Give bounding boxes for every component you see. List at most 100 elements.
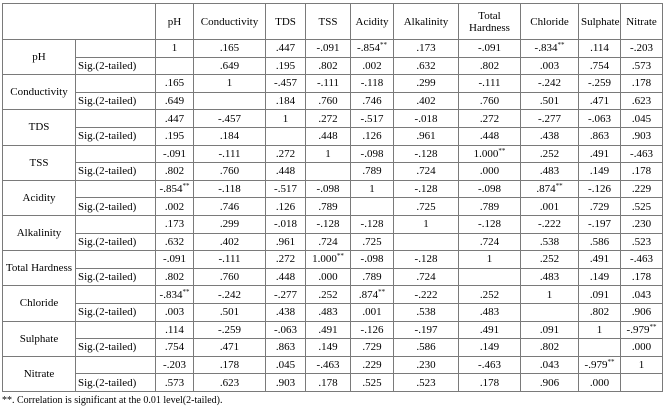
value-cell: -.128 bbox=[393, 144, 459, 164]
value-cell: .045 bbox=[620, 109, 663, 128]
value-cell: .149 bbox=[305, 338, 351, 357]
value-cell: -.197 bbox=[578, 214, 621, 234]
value-text: 1.000 bbox=[473, 147, 499, 160]
value-cell: .448 bbox=[458, 126, 521, 146]
column-header: TSS bbox=[305, 3, 351, 40]
value-cell: .447 bbox=[155, 109, 194, 128]
value-cell: .754 bbox=[155, 338, 194, 357]
value-cell: .523 bbox=[620, 232, 663, 252]
value-cell: -.242 bbox=[193, 285, 266, 304]
value-cell: .501 bbox=[193, 302, 266, 322]
value-cell: .000 bbox=[458, 162, 521, 181]
value-cell bbox=[620, 373, 663, 392]
value-cell: -.018 bbox=[393, 109, 459, 128]
row-label: Nitrate bbox=[2, 355, 76, 392]
value-cell: .724 bbox=[305, 232, 351, 252]
row-label: TSS bbox=[2, 144, 76, 181]
value-cell: -.242 bbox=[520, 74, 579, 93]
value-cell: .725 bbox=[350, 232, 394, 252]
value-cell: -.834** bbox=[155, 285, 194, 304]
value-cell: .802 bbox=[155, 267, 194, 287]
correlation-row: Nitrate -.203.178.045 -.463.229.230 -.463.0… bbox=[2, 355, 663, 392]
value-cell: .863 bbox=[265, 338, 306, 357]
value-cell: .725 bbox=[393, 197, 459, 216]
value-cell: 1 bbox=[155, 39, 194, 58]
value-cell: .184 bbox=[193, 126, 266, 146]
value-cell: .961 bbox=[265, 232, 306, 252]
value-cell: -.098 bbox=[350, 250, 394, 269]
value-cell: -.111 bbox=[305, 74, 351, 93]
value-cell: .178 bbox=[193, 355, 266, 375]
value-text: -.979 bbox=[626, 323, 650, 336]
value-cell: .874** bbox=[350, 285, 394, 304]
value-cell: -.979** bbox=[620, 320, 663, 340]
value-cell bbox=[520, 302, 579, 322]
value-cell: .149 bbox=[458, 338, 521, 357]
corner-cell bbox=[2, 3, 156, 40]
value-cell: -.111 bbox=[193, 250, 266, 269]
sig-label: Sig.(2-tailed) bbox=[75, 338, 156, 357]
value-cell: -.098 bbox=[305, 179, 351, 199]
value-cell: .252 bbox=[520, 250, 579, 269]
value-cell bbox=[578, 338, 621, 357]
value-cell: -.277 bbox=[265, 285, 306, 304]
value-cell: -.128 bbox=[393, 179, 459, 199]
sig-label: Sig.(2-tailed) bbox=[75, 232, 156, 252]
value-cell: -.463 bbox=[620, 250, 663, 269]
value-cell: .002 bbox=[155, 197, 194, 216]
value-text: -.834 bbox=[159, 288, 183, 301]
value-text: -.979 bbox=[584, 358, 608, 371]
significance-row: Sig.(2-tailed) .195.184.448.126.961.448.4… bbox=[3, 126, 663, 146]
value-cell: .491 bbox=[305, 320, 351, 340]
value-cell: 1 bbox=[193, 74, 266, 93]
value-cell: .252 bbox=[520, 144, 579, 164]
value-cell: .724 bbox=[458, 232, 521, 252]
value-cell: -.854** bbox=[350, 39, 394, 58]
column-header: Nitrate bbox=[620, 3, 663, 40]
value-cell: -.463 bbox=[620, 144, 663, 164]
value-cell: .483 bbox=[458, 302, 521, 322]
value-cell: .874** bbox=[520, 179, 579, 199]
empty-label-cell bbox=[75, 250, 156, 269]
table-wrapper: pH Conductivity TDS TSS Acidity Alkalinity Tot… bbox=[2, 3, 663, 406]
value-cell: .632 bbox=[155, 232, 194, 252]
value-cell: .491 bbox=[458, 320, 521, 340]
significance-mark: ** bbox=[649, 322, 657, 331]
value-cell: -.222 bbox=[393, 285, 459, 304]
value-cell: .178 bbox=[620, 162, 663, 181]
significance-row: Sig.(2-tailed) .003.501.438.483.001.538.4… bbox=[3, 302, 663, 322]
value-cell: .632 bbox=[393, 56, 459, 76]
value-cell: -.854** bbox=[155, 179, 194, 199]
value-cell: .906 bbox=[520, 373, 579, 392]
value-cell: -.979** bbox=[578, 355, 621, 375]
significance-mark: ** bbox=[182, 287, 190, 296]
significance-mark: ** bbox=[336, 252, 344, 261]
correlation-row: Conductivity .165 1 -.457 -.111 -.118.299 -.11… bbox=[2, 74, 663, 111]
value-cell: .272 bbox=[458, 109, 521, 128]
value-cell: .000 bbox=[620, 338, 663, 357]
value-cell: 1 bbox=[305, 144, 351, 164]
value-cell: .447 bbox=[265, 39, 306, 58]
column-header: Acidity bbox=[350, 3, 394, 40]
value-cell: .229 bbox=[620, 179, 663, 199]
significance-mark: ** bbox=[557, 41, 565, 50]
value-cell: .178 bbox=[458, 373, 521, 392]
significance-mark: ** bbox=[379, 41, 387, 50]
table-head: pH Conductivity TDS TSS Acidity Alkalinity Tot… bbox=[2, 3, 663, 40]
value-cell: .000 bbox=[578, 373, 621, 392]
correlation-row: Alkalinity .173.299 -.018 -.128 -.128 1 -.128-… bbox=[2, 214, 663, 252]
value-cell: -.111 bbox=[458, 74, 521, 93]
value-cell: .961 bbox=[393, 126, 459, 146]
value-cell bbox=[155, 56, 194, 76]
value-cell: .649 bbox=[193, 56, 266, 76]
value-cell: .491 bbox=[578, 144, 621, 164]
value-cell: .586 bbox=[578, 232, 621, 252]
value-cell: .149 bbox=[578, 162, 621, 181]
value-cell: .538 bbox=[520, 232, 579, 252]
significance-row: Sig.(2-tailed) .632.402.961.724.725.724.5… bbox=[3, 232, 663, 252]
value-cell: .043 bbox=[520, 355, 579, 375]
value-cell: 1 bbox=[265, 109, 306, 128]
value-cell: 1 bbox=[458, 250, 521, 269]
value-cell: .754 bbox=[578, 56, 621, 76]
